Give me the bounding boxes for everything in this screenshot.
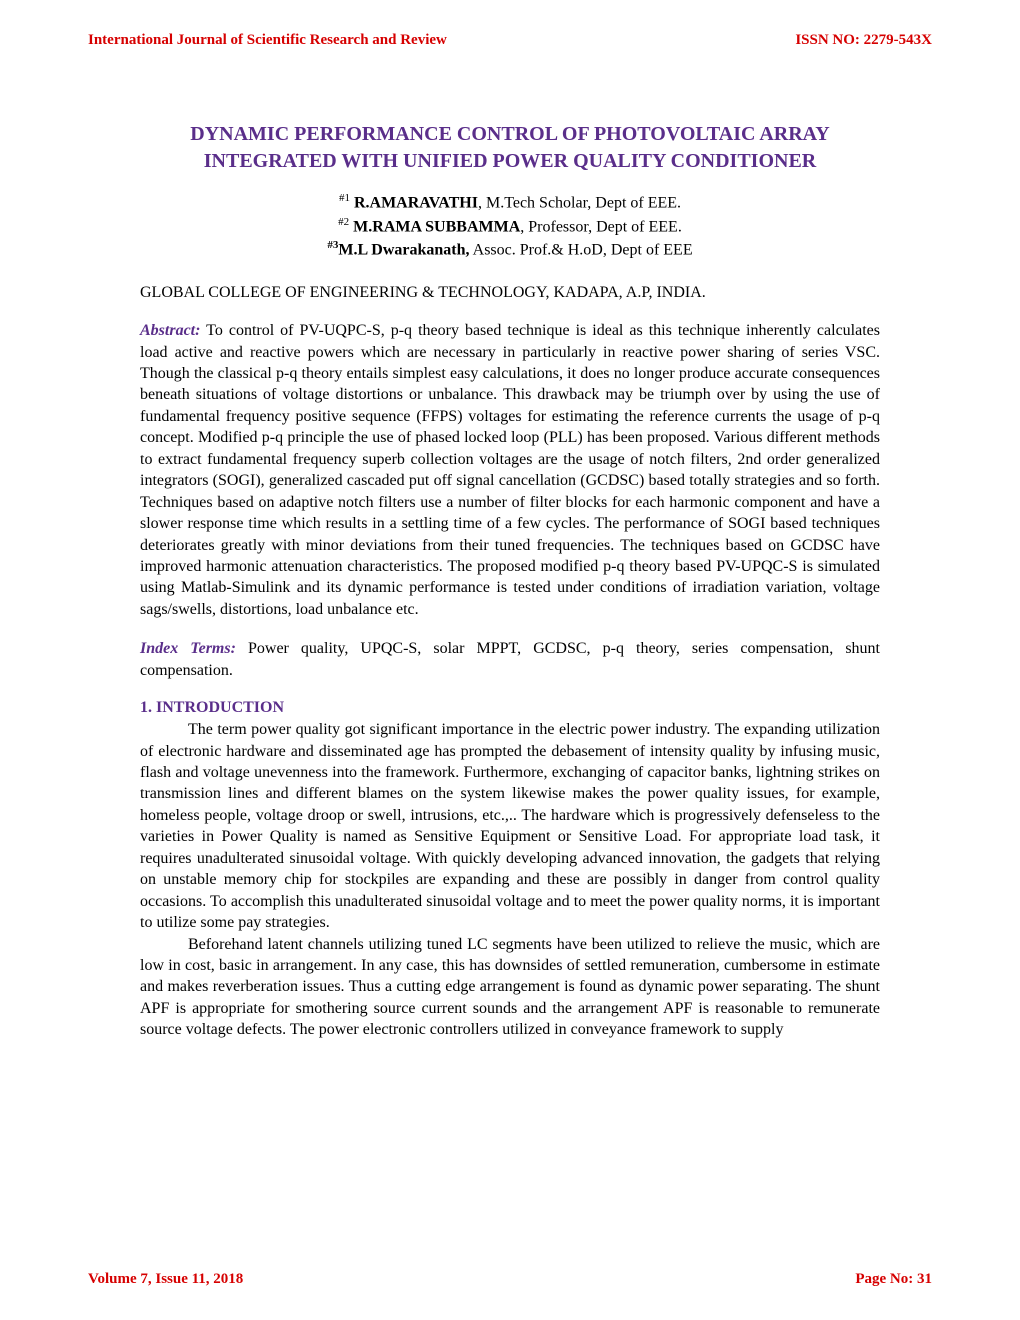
index-terms-block: Index Terms: Power quality, UPQC-S, sola…: [88, 638, 932, 681]
volume-issue: Volume 7, Issue 11, 2018: [88, 1271, 243, 1288]
author-3-role: Assoc. Prof.& H.oD, Dept of EEE: [470, 242, 693, 259]
index-terms-text: Power quality, UPQC-S, solar MPPT, GCDSC…: [140, 640, 880, 678]
author-1-role: , M.Tech Scholar, Dept of EEE.: [478, 194, 681, 211]
page-header: International Journal of Scientific Rese…: [88, 32, 932, 49]
section-1-para-2: Beforehand latent channels utilizing tun…: [88, 934, 932, 1041]
author-3-sup: #3: [327, 239, 338, 251]
abstract-block: Abstract: To control of PV-UQPC-S, p-q t…: [88, 320, 932, 620]
author-1-name: R.AMARAVATHI: [354, 194, 478, 211]
author-3-name: M.L Dwarakanath,: [338, 242, 469, 259]
author-2-sup: #2: [338, 216, 349, 228]
author-2-role: , Professor, Dept of EEE.: [520, 218, 682, 235]
authors-block: #1 R.AMARAVATHI, M.Tech Scholar, Dept of…: [88, 191, 932, 262]
index-terms-label: Index Terms:: [140, 640, 236, 657]
issn-number: ISSN NO: 2279-543X: [795, 32, 932, 49]
author-2-name: M.RAMA SUBBAMMA: [353, 218, 520, 235]
author-1: #1 R.AMARAVATHI, M.Tech Scholar, Dept of…: [88, 191, 932, 215]
journal-name: International Journal of Scientific Rese…: [88, 32, 447, 49]
abstract-label: Abstract:: [140, 322, 200, 339]
affiliation: GLOBAL COLLEGE OF ENGINEERING & TECHNOLO…: [88, 284, 932, 302]
abstract-text: To control of PV-UQPC-S, p-q theory base…: [140, 322, 880, 618]
section-1-heading: 1. INTRODUCTION: [88, 699, 932, 717]
page-number: Page No: 31: [855, 1271, 932, 1288]
page-footer: Volume 7, Issue 11, 2018 Page No: 31: [88, 1271, 932, 1288]
author-3: #3M.L Dwarakanath, Assoc. Prof.& H.oD, D…: [88, 238, 932, 262]
author-2: #2 M.RAMA SUBBAMMA, Professor, Dept of E…: [88, 215, 932, 239]
paper-title: DYNAMIC PERFORMANCE CONTROL OF PHOTOVOLT…: [88, 121, 932, 175]
section-1-para-1: The term power quality got significant i…: [88, 719, 932, 933]
author-1-sup: #1: [339, 192, 350, 204]
